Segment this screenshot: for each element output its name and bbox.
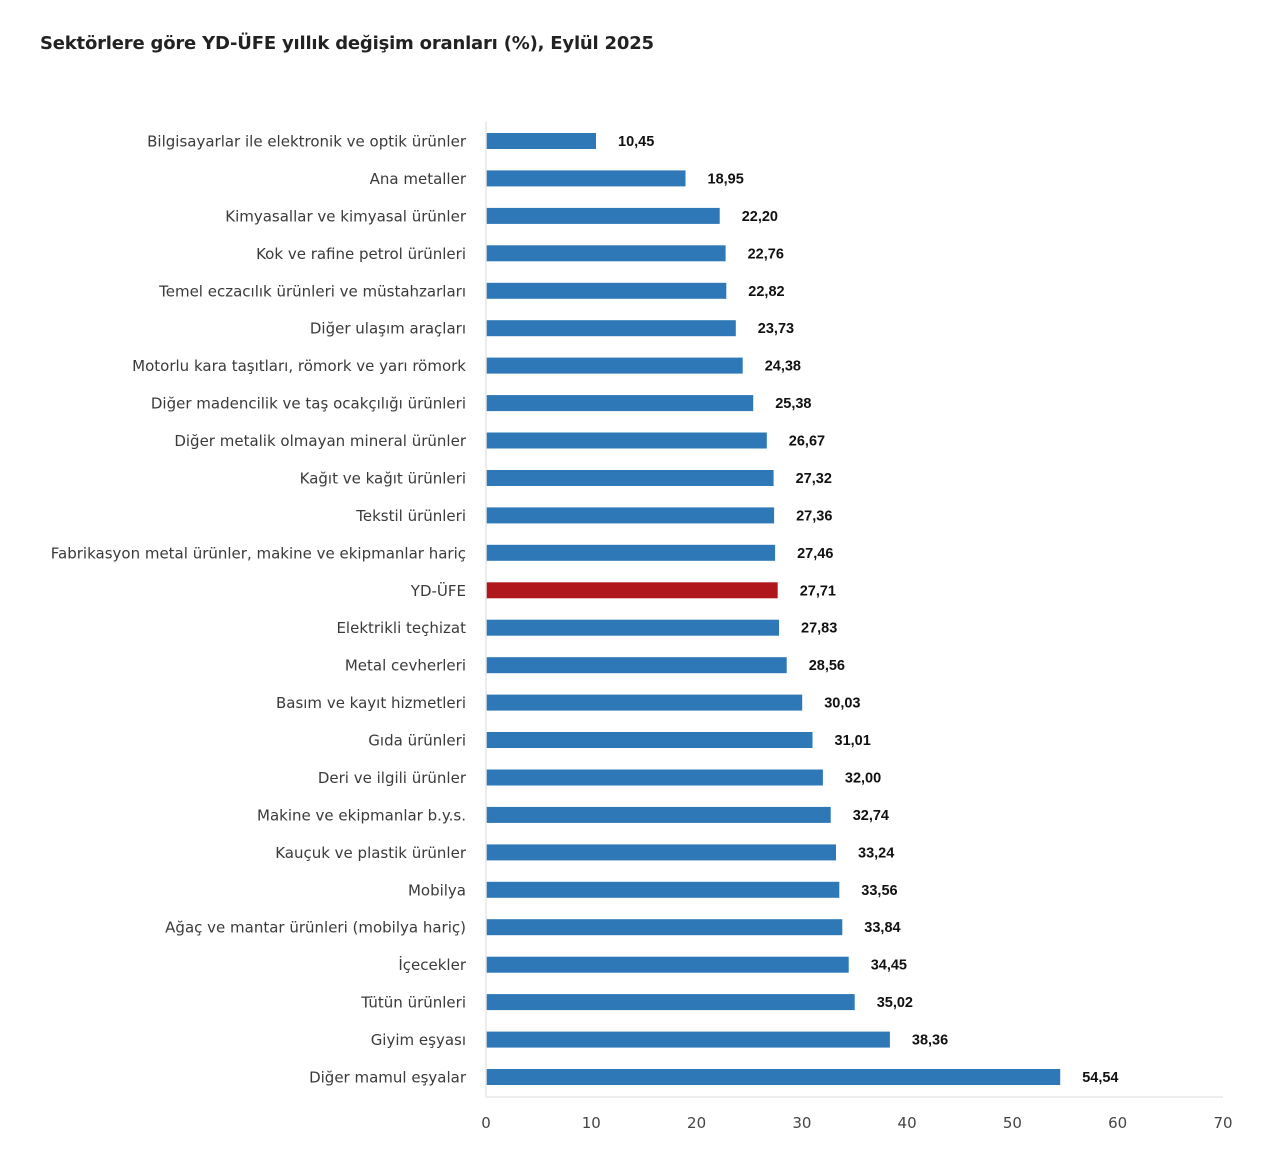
value-label: 32,00 <box>845 771 881 787</box>
category-label: İçecekler <box>398 955 466 974</box>
bar <box>486 994 855 1011</box>
bar <box>486 806 831 823</box>
category-label: Diğer madencilik ve taş ocakçılığı ürünl… <box>151 395 466 413</box>
bar <box>486 1031 890 1048</box>
bar <box>486 432 767 449</box>
value-label: 25,38 <box>775 396 811 412</box>
category-label: Deri ve ilgili ürünler <box>318 769 467 787</box>
category-label: Kağıt ve kağıt ürünleri <box>300 470 466 488</box>
value-label: 27,36 <box>796 508 832 524</box>
category-label: Kauçuk ve plastik ürünler <box>275 844 467 862</box>
bar <box>486 694 803 711</box>
value-label: 30,03 <box>824 696 860 712</box>
bar-highlight <box>486 582 778 599</box>
x-tick-label: 30 <box>792 1114 811 1132</box>
bar <box>486 619 779 636</box>
x-tick-label: 0 <box>481 1114 491 1132</box>
bar <box>486 507 775 524</box>
category-label: Makine ve ekipmanlar b.y.s. <box>257 806 466 824</box>
category-label: Tütün ürünleri <box>360 994 466 1012</box>
x-tick-label: 70 <box>1213 1114 1232 1132</box>
category-label: Bilgisayarlar ile elektronik ve optik ür… <box>147 133 467 151</box>
bar <box>486 881 840 898</box>
category-label: Ana metaller <box>370 170 467 188</box>
x-tick-label: 50 <box>1003 1114 1022 1132</box>
bar <box>486 395 754 412</box>
value-label: 54,54 <box>1082 1070 1118 1086</box>
value-label: 22,82 <box>748 284 784 300</box>
x-tick-label: 40 <box>898 1114 917 1132</box>
value-label: 26,67 <box>789 434 825 450</box>
value-label: 35,02 <box>877 995 913 1011</box>
category-label: Diğer metalik olmayan mineral ürünler <box>174 432 466 450</box>
bar <box>486 769 823 786</box>
bar <box>486 170 686 187</box>
bars-group <box>486 133 1061 1085</box>
category-label: Diğer mamul eşyalar <box>309 1069 467 1087</box>
category-label: Kok ve rafine petrol ürünleri <box>256 245 466 263</box>
value-label: 22,76 <box>748 246 784 262</box>
bar <box>486 1069 1061 1085</box>
value-label: 33,24 <box>858 845 894 861</box>
bar <box>486 207 720 224</box>
category-label: Fabrikasyon metal ürünler, makine ve eki… <box>51 544 466 562</box>
bar <box>486 732 813 748</box>
x-tick-label: 20 <box>687 1114 706 1132</box>
value-label: 10,45 <box>618 134 654 150</box>
category-label: Basım ve kayıt hizmetleri <box>276 694 466 712</box>
bar <box>486 919 843 936</box>
bar <box>486 470 774 486</box>
value-label: 23,73 <box>758 321 794 337</box>
category-label: Ağaç ve mantar ürünleri (mobilya hariç) <box>165 919 466 937</box>
category-label: YD-ÜFE <box>410 581 466 600</box>
bar <box>486 657 787 674</box>
bar <box>486 282 727 299</box>
value-label: 27,83 <box>801 621 837 637</box>
value-label: 22,20 <box>742 209 778 225</box>
category-labels-group: Bilgisayarlar ile elektronik ve optik ür… <box>51 133 467 1087</box>
bar <box>486 245 726 262</box>
bar <box>486 133 596 149</box>
category-label: Mobilya <box>408 881 466 899</box>
value-label: 28,56 <box>809 658 845 674</box>
value-label: 33,84 <box>864 920 900 936</box>
value-label: 27,32 <box>796 471 832 487</box>
value-label: 34,45 <box>871 958 907 974</box>
category-label: Metal cevherleri <box>345 657 466 675</box>
chart-title: Sektörlere göre YD-ÜFE yıllık değişim or… <box>40 33 654 54</box>
value-label: 33,56 <box>861 883 897 899</box>
x-tick-labels-group: 0 10 20 30 40 50 60 70 <box>481 1114 1232 1132</box>
value-label: 31,01 <box>835 733 871 749</box>
category-label: Kimyasallar ve kimyasal ürünler <box>225 207 467 225</box>
category-label: Diğer ulaşım araçları <box>310 320 466 338</box>
bar <box>486 320 736 337</box>
x-tick-label: 60 <box>1108 1114 1127 1132</box>
bar <box>486 956 849 973</box>
value-label: 38,36 <box>912 1033 948 1049</box>
value-labels-group: 10,45 18,95 22,20 22,76 22,82 23,73 24,38 25,38… <box>618 134 1118 1086</box>
category-label: Giyim eşyası <box>371 1031 466 1049</box>
category-label: Temel eczacılık ürünleri ve müstahzarlar… <box>158 282 466 300</box>
category-label: Gıda ürünleri <box>368 732 466 750</box>
value-label: 27,71 <box>800 583 836 599</box>
value-label: 27,46 <box>797 546 833 562</box>
bar <box>486 357 743 374</box>
bar <box>486 544 776 561</box>
value-label: 18,95 <box>708 171 744 187</box>
category-label: Motorlu kara taşıtları, römork ve yarı r… <box>132 357 466 375</box>
category-label: Tekstil ürünleri <box>355 507 466 525</box>
x-tick-label: 10 <box>582 1114 601 1132</box>
value-label: 32,74 <box>853 808 889 824</box>
bar <box>486 844 836 861</box>
value-label: 24,38 <box>765 359 801 375</box>
category-label: Elektrikli teçhizat <box>336 619 466 637</box>
